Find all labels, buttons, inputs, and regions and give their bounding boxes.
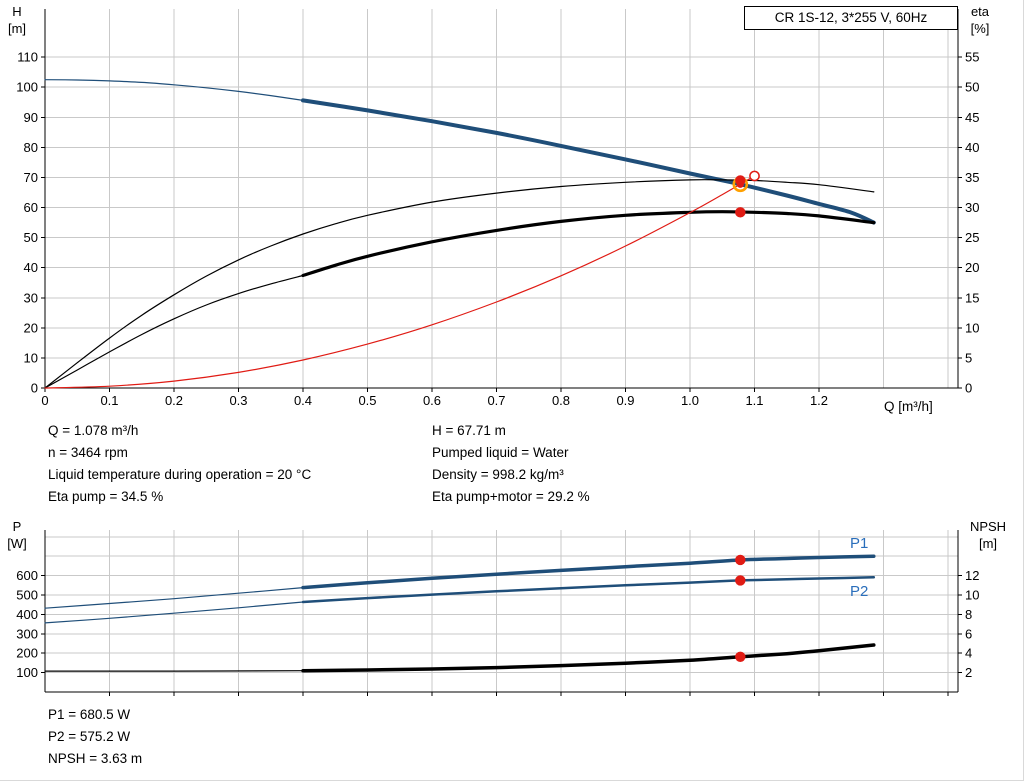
results-bottom: P1 = 680.5 W P2 = 575.2 W NPSH = 3.63 m: [48, 704, 142, 770]
power-npsh-chart: 100 200 300 400 500 600 2 4 6 8 10 12: [16, 530, 979, 696]
requested-duty-point: [749, 170, 760, 182]
tick-label: 1.0: [681, 393, 699, 408]
eta-pump-motor-curve-lead: [44, 274, 304, 389]
tick-label: 600: [16, 568, 38, 583]
tick-label: 200: [16, 646, 38, 661]
tick-label: 300: [16, 626, 38, 641]
tick-label: 50: [24, 230, 38, 245]
tick-label: 100: [16, 665, 38, 680]
h-axis-unit: [m]: [7, 21, 27, 36]
result-line-p2: P2 = 575.2 W: [48, 729, 131, 744]
h-axis-title: H: [12, 4, 22, 19]
tick-label: 15: [965, 290, 979, 305]
tick-label: 70: [24, 170, 38, 185]
result-line-density: Density = 998.2 kg/m³: [432, 467, 564, 482]
tick-label: 25: [965, 230, 979, 245]
tick-label: 6: [965, 626, 972, 641]
q-axis-title: Q [m³/h]: [884, 399, 933, 414]
tick-label: 55: [965, 50, 979, 65]
tick-label: 1.2: [810, 393, 828, 408]
tick-label: 0.1: [100, 393, 118, 408]
hq-curve: [301, 98, 876, 225]
tick-label: 90: [24, 110, 38, 125]
pump-title-box: CR 1S-12, 3*255 V, 60Hz: [744, 6, 958, 30]
tick-label: 30: [24, 290, 38, 305]
p2-series-label: P2: [850, 583, 869, 600]
tick-label: 0: [31, 381, 38, 396]
tick-label: 400: [16, 607, 38, 622]
tick-label: 20: [965, 260, 979, 275]
tick-label: 0: [41, 393, 48, 408]
tick-label: 60: [24, 200, 38, 215]
tick-label: 4: [965, 646, 972, 661]
result-line-temperature: Liquid temperature during operation = 20…: [48, 467, 312, 482]
result-line-p1: P1 = 680.5 W: [48, 707, 131, 722]
tick-label: 0.7: [487, 393, 505, 408]
tick-label: 40: [24, 260, 38, 275]
tick-label: 10: [965, 320, 979, 335]
tick-label: 8: [965, 607, 972, 622]
tick-label: 0.4: [294, 393, 312, 408]
tick-label: 0.9: [616, 393, 634, 408]
result-line-h: H = 67.71 m: [432, 423, 506, 438]
tick-label: 35: [965, 170, 979, 185]
results-top-right: H = 67.71 m Pumped liquid = Water Densit…: [432, 420, 590, 508]
eta-pump-motor-point: [735, 207, 746, 218]
result-line-n: n = 3464 rpm: [48, 445, 128, 460]
eta-pump-motor-curve: [301, 210, 876, 278]
results-top-left: Q = 1.078 m³/h n = 3464 rpm Liquid tempe…: [48, 420, 311, 508]
tick-label: 0.6: [423, 393, 441, 408]
result-line-q: Q = 1.078 m³/h: [48, 423, 139, 438]
eta-pump-point: [735, 175, 746, 186]
tick-label: 0.2: [165, 393, 183, 408]
result-line-eta-total: Eta pump+motor = 29.2 %: [432, 489, 590, 504]
tick-label: 40: [965, 140, 979, 155]
tick-label: 5: [965, 350, 972, 365]
tick-label: 45: [965, 110, 979, 125]
p1-series-label: P1: [850, 535, 869, 552]
tick-label: 50: [965, 80, 979, 95]
p-axis-unit: [W]: [7, 536, 27, 551]
eta-axis-title: eta: [970, 4, 990, 19]
p2-point: [735, 575, 746, 586]
tick-label: 0.3: [229, 393, 247, 408]
tick-label: 1.1: [745, 393, 763, 408]
npsh-curve: [301, 643, 876, 673]
tick-label: 100: [16, 80, 38, 95]
p2-curve-lead: [44, 601, 304, 624]
result-line-npsh: NPSH = 3.63 m: [48, 751, 143, 766]
eta-axis-unit: [%]: [970, 21, 990, 36]
tick-label: 110: [17, 50, 38, 65]
p1-point: [735, 554, 746, 566]
result-line-eta-pump: Eta pump = 34.5 %: [48, 489, 164, 504]
hq-curve-lead: [44, 79, 304, 101]
npsh-point: [735, 651, 746, 662]
tick-label: 2: [965, 665, 972, 680]
hq-eta-chart: 0 10 20 30 40 50 60 70 80 90 100 110 0 5 10 15 20 25 30 35 4…: [16, 9, 979, 408]
tick-label: 30: [965, 200, 979, 215]
tick-label: 20: [24, 320, 38, 335]
result-line-liquid: Pumped liquid = Water: [432, 445, 569, 460]
tick-label: 10: [965, 587, 979, 602]
p1-curve-lead: [44, 587, 304, 609]
tick-label: 0.5: [358, 393, 376, 408]
tick-label: 10: [24, 350, 38, 365]
npsh-axis-unit: [m]: [978, 536, 998, 551]
tick-label: 500: [16, 587, 38, 602]
p2-curve: [301, 576, 876, 604]
tick-label: 12: [965, 568, 979, 583]
system-curve: [44, 175, 756, 389]
tick-label: 0: [965, 381, 972, 396]
npsh-axis-title: NPSH: [969, 519, 1007, 534]
p1-curve: [301, 554, 876, 590]
tick-label: 80: [24, 140, 38, 155]
tick-label: 0.8: [552, 393, 570, 408]
p-axis-title: P: [12, 519, 22, 534]
